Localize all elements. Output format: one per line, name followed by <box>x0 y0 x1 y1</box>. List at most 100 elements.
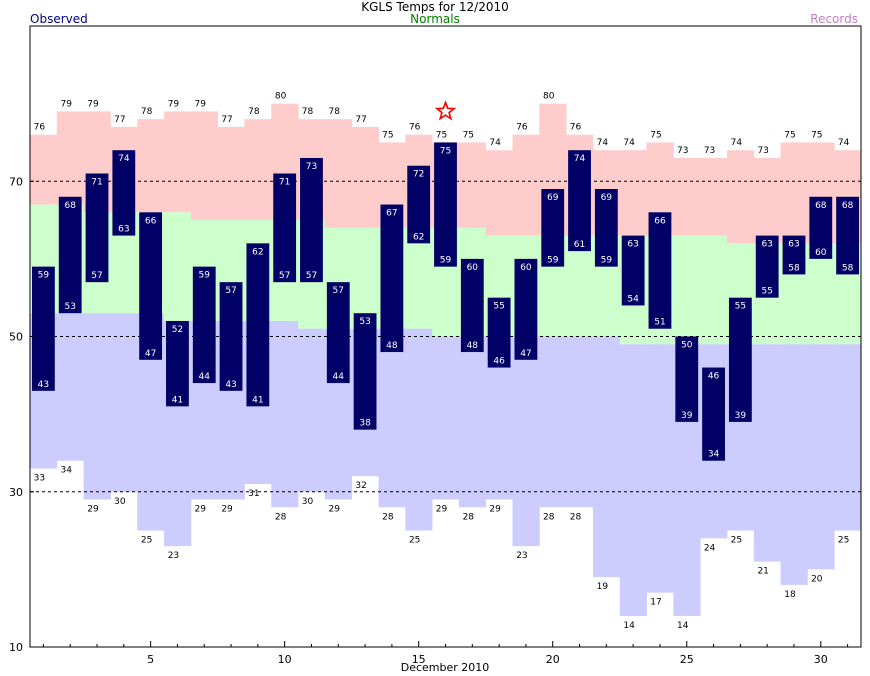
record-low-band <box>432 336 460 500</box>
observed-high-label: 63 <box>761 240 772 250</box>
record-low-band <box>753 344 781 562</box>
observed-high-label: 55 <box>735 302 746 312</box>
record-high-band <box>700 157 728 236</box>
observed-high-label: 46 <box>708 372 720 382</box>
y-tick-label: 10 <box>9 641 23 654</box>
record-low-label: 29 <box>195 505 207 515</box>
x-tick-label: 10 <box>278 653 292 666</box>
normal-band <box>566 235 594 337</box>
observed-high-label: 59 <box>38 271 50 281</box>
record-low-label: 31 <box>248 489 259 499</box>
observed-low-label: 59 <box>601 256 613 266</box>
record-low-label: 28 <box>570 512 582 522</box>
record-high-label: 75 <box>650 130 661 140</box>
record-low-label: 30 <box>302 497 314 507</box>
observed-high-label: 68 <box>842 201 854 211</box>
observed-bar <box>728 297 752 422</box>
record-high-band <box>780 142 808 244</box>
observed-high-label: 57 <box>225 286 236 296</box>
observed-high-label: 68 <box>64 201 76 211</box>
observed-high-label: 72 <box>413 170 424 180</box>
observed-high-label: 52 <box>172 325 183 335</box>
observed-bar <box>487 297 511 368</box>
observed-low-label: 51 <box>654 318 665 328</box>
record-high-band <box>324 119 353 228</box>
record-star-icon <box>434 100 457 121</box>
record-low-band <box>458 336 487 508</box>
record-low-band <box>110 313 138 492</box>
record-low-label: 25 <box>409 536 420 546</box>
record-high-label: 77 <box>221 115 232 125</box>
record-low-label: 28 <box>275 512 287 522</box>
observed-low-label: 53 <box>64 302 75 312</box>
record-low-band <box>592 336 621 578</box>
observed-bar <box>85 173 109 283</box>
record-low-band <box>378 328 406 508</box>
record-low-band <box>780 344 808 585</box>
observed-bar <box>246 243 270 407</box>
record-low-label: 18 <box>784 590 796 600</box>
record-high-label: 75 <box>463 130 474 140</box>
observed-bar <box>353 313 377 430</box>
record-high-band <box>512 134 540 236</box>
record-high-label: 78 <box>141 107 153 117</box>
observed-low-label: 47 <box>520 349 531 359</box>
record-low-band <box>512 336 540 547</box>
observed-high-label: 68 <box>815 201 827 211</box>
observed-bar <box>675 336 699 422</box>
record-low-label: 29 <box>436 505 448 515</box>
record-low-label: 25 <box>141 536 152 546</box>
record-low-band <box>271 320 299 508</box>
record-low-label: 17 <box>650 598 661 608</box>
record-high-label: 79 <box>87 99 99 109</box>
observed-low-label: 48 <box>386 341 398 351</box>
observed-low-label: 46 <box>493 357 505 367</box>
observed-high-label: 66 <box>145 216 157 226</box>
record-low-band <box>539 336 567 508</box>
record-low-band <box>405 328 433 531</box>
x-axis-label: December 2010 <box>400 661 490 674</box>
observed-bar <box>514 258 538 360</box>
record-high-label: 75 <box>784 130 795 140</box>
record-high-band <box>30 134 58 205</box>
observed-low-label: 48 <box>467 341 479 351</box>
record-high-label: 76 <box>34 123 46 133</box>
record-low-label: 29 <box>489 505 501 515</box>
record-low-band <box>807 344 835 570</box>
observed-bar <box>568 150 591 252</box>
observed-bar <box>32 266 55 391</box>
x-tick-label: 30 <box>814 653 828 666</box>
record-low-label: 19 <box>597 582 609 592</box>
observed-low-label: 39 <box>735 411 747 421</box>
observed-bar <box>460 258 484 353</box>
observed-low-label: 57 <box>306 271 317 281</box>
record-high-label: 79 <box>168 99 180 109</box>
observed-low-label: 59 <box>440 256 452 266</box>
record-high-label: 77 <box>114 115 125 125</box>
observed-bar <box>541 189 565 267</box>
observed-bar <box>380 204 404 353</box>
record-high-label: 74 <box>838 138 850 148</box>
observed-high-label: 60 <box>520 263 532 273</box>
observed-low-label: 43 <box>38 380 49 390</box>
x-tick-label: 5 <box>147 653 154 666</box>
record-high-band <box>56 111 85 205</box>
record-high-band <box>351 126 379 228</box>
observed-bar <box>621 235 645 306</box>
observed-high-label: 67 <box>386 209 397 219</box>
observed-high-label: 75 <box>440 146 451 156</box>
record-high-label: 75 <box>811 130 822 140</box>
observed-low-label: 60 <box>815 248 827 258</box>
observed-bar <box>809 196 833 259</box>
y-tick-label: 70 <box>9 175 23 188</box>
record-high-label: 75 <box>382 130 393 140</box>
record-low-label: 34 <box>60 466 72 476</box>
record-high-band <box>753 157 781 244</box>
observed-high-label: 66 <box>654 216 666 226</box>
record-high-label: 79 <box>195 99 207 109</box>
observed-high-label: 55 <box>493 302 504 312</box>
observed-high-label: 53 <box>359 317 370 327</box>
record-high-band <box>619 150 647 236</box>
x-tick-label: 20 <box>546 653 560 666</box>
